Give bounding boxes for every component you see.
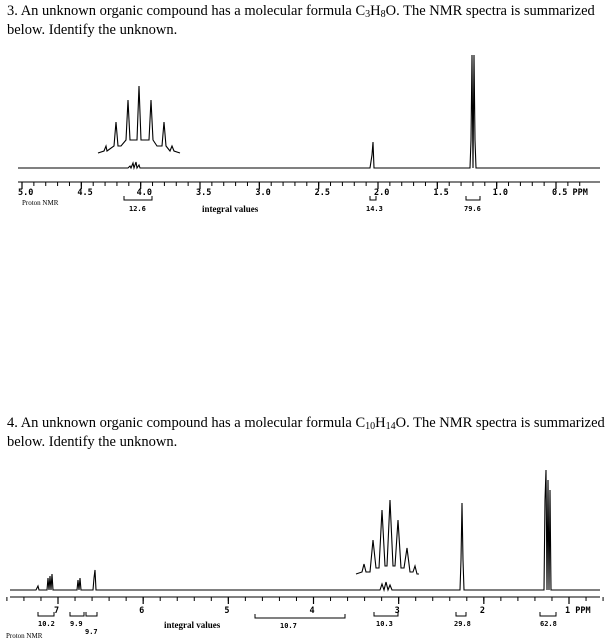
- integral-value: 12.6: [129, 205, 146, 213]
- integral-bracket: [539, 612, 557, 617]
- spectrum-4-ticks: [6, 597, 604, 604]
- formula-h-letter: H: [370, 3, 381, 19]
- formula-carbon-count: 10: [365, 421, 376, 432]
- integral-value: 9.9: [70, 620, 83, 628]
- axis-tick-label: 0.5 PPM: [552, 188, 588, 198]
- integral-value: 79.6: [464, 205, 481, 213]
- integral-bracket: [373, 612, 399, 617]
- axis-tick-label: 3: [395, 606, 400, 616]
- integral-bracket: [37, 612, 55, 617]
- formula-hydrogen-count: 14: [385, 421, 396, 432]
- axis-tick-label: 7: [54, 606, 59, 616]
- spectrum-4-multiplet-inset: [355, 499, 419, 575]
- integral-bracket: [465, 196, 481, 201]
- problem-4-number: 4.: [7, 415, 18, 431]
- integral-bracket: [123, 196, 153, 201]
- formula-o-letter: O: [395, 415, 407, 431]
- integral-bracket: [85, 612, 98, 617]
- integral-bracket: [455, 612, 467, 617]
- integral-value: 29.8: [454, 620, 471, 628]
- axis-tick-label: 5.0: [18, 188, 33, 198]
- formula-o-letter: O: [385, 3, 397, 19]
- integral-value: 10.2: [38, 620, 55, 628]
- axis-tick-label: 2.5: [315, 188, 330, 198]
- integral-value: 62.8: [540, 620, 557, 628]
- spectrum-3-ticks: [21, 182, 581, 189]
- axis-tick-label: 2: [480, 606, 485, 616]
- spectrum-4-integral-brackets: [37, 612, 557, 619]
- axis-tick-label: 3.0: [255, 188, 270, 198]
- spectrum-3-multiplet-inset: [97, 85, 181, 154]
- spectrum-3-tick-labels: 5.0 4.5 4.0 3.5 3.0 2.5 2.0 1.5 1.0 0.5 PPM: [18, 188, 588, 198]
- spectrum-3-proton-nmr-label: Proton NMR: [22, 199, 59, 207]
- axis-tick-label: 5: [224, 606, 229, 616]
- axis-tick-label: 6: [139, 606, 144, 616]
- axis-tick-label: 1.5: [433, 188, 448, 198]
- integral-value: 10.3: [376, 620, 393, 628]
- axis-tick-label: 1 PPM: [565, 606, 591, 616]
- spectrum-3-integral-brackets: [123, 196, 481, 201]
- formula-carbon-count: 3: [365, 9, 371, 20]
- formula-h-letter: H: [375, 415, 386, 431]
- spectrum-4-proton-nmr-label: Proton NMR: [6, 632, 43, 640]
- spectrum-4-integral-caption: integral values: [164, 620, 221, 630]
- nmr-spectrum-3: [18, 54, 600, 183]
- nmr-spectrum-4: [10, 469, 600, 598]
- problem-3-text: 3. An unknown organic compound has a mol…: [7, 2, 607, 40]
- spectrum-4-tick-labels: 7 6 5 4 3 2 1 PPM: [54, 606, 591, 616]
- spectrum-3-trace: [18, 54, 600, 171]
- axis-tick-label: 1.0: [493, 188, 508, 198]
- integral-value: 10.7: [280, 622, 297, 630]
- formula-hydrogen-count: 8: [380, 9, 386, 20]
- axis-tick-label: 4: [310, 606, 315, 616]
- spectrum-4-trace: [10, 469, 600, 592]
- integral-bracket: [254, 614, 346, 619]
- integral-bracket: [69, 612, 85, 617]
- integral-value: 14.3: [366, 205, 383, 213]
- spectrum-3-integral-caption: integral values: [202, 204, 259, 214]
- integral-value: 9.7: [85, 628, 98, 636]
- integral-bracket: [369, 196, 377, 201]
- problem-3-text-before: An unknown organic compound has a molecu…: [20, 3, 366, 19]
- axis-tick-label: 4.0: [137, 188, 152, 198]
- axis-tick-label: 4.5: [77, 188, 92, 198]
- problem-4-text-after: . The NMR spectra is summarized below. I…: [7, 415, 605, 450]
- axis-tick-label: 3.5: [196, 188, 211, 198]
- problem-4-text-before: An unknown organic compound has a molecu…: [20, 415, 366, 431]
- axis-tick-label: 2.0: [374, 188, 389, 198]
- problem-3-number: 3.: [7, 3, 18, 19]
- problem-3-text-after: . The NMR spectra is summarized below. I…: [7, 3, 595, 38]
- problem-4-text: 4. An unknown organic compound has a mol…: [7, 414, 607, 452]
